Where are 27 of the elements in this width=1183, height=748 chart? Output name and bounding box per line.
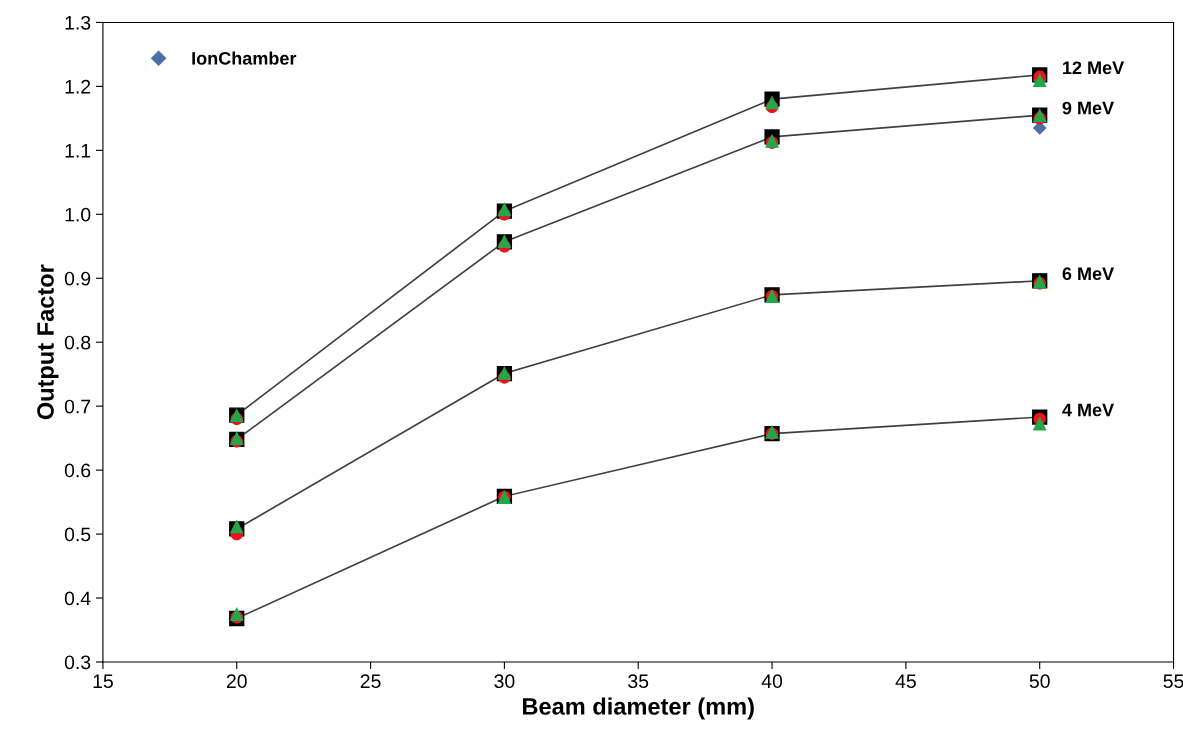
x-tick-label: 15 [93,674,113,689]
x-axis-title: Beam diameter (mm) [523,697,754,720]
series-label: 9 MeV [1062,101,1114,115]
x-tick-label: 40 [761,674,783,689]
x-tick-label: 35 [628,674,649,689]
x-tick-label: 30 [494,674,515,689]
series-label: 12 MeV [1063,61,1125,75]
y-tick-label: 0.4 [64,591,91,606]
x-tick-label: 25 [360,674,381,689]
x-tick-label: 20 [226,674,247,689]
y-tick-label: 1.1 [65,144,91,158]
y-tick-label: 1.3 [65,15,91,30]
y-axis-title: Output Factor [37,264,59,420]
y-tick-label: 1.2 [65,79,91,94]
y-tick-label: 0.3 [64,655,91,670]
y-tick-label: 0.5 [64,527,91,542]
y-tick-label: 0.9 [64,271,91,286]
x-tick-label: 50 [1029,674,1050,689]
series-label: 4 MeV [1062,403,1114,417]
y-tick-label: 1.0 [65,207,91,222]
y-tick-label: 0.7 [64,399,91,414]
x-tick-label: 55 [1163,674,1183,689]
x-tick-label: 45 [895,674,916,689]
series-label: 6 MeV [1062,267,1114,281]
legend-label: IonChamber [192,51,297,65]
y-tick-label: 0.8 [64,335,91,350]
y-tick-label: 0.6 [64,463,91,478]
